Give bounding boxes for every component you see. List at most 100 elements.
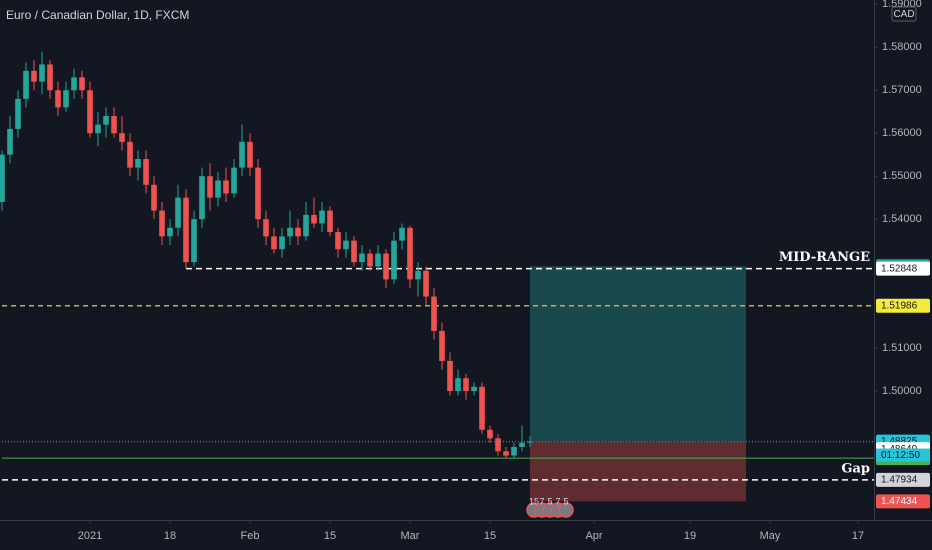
candle-body xyxy=(511,446,517,456)
candle-body xyxy=(423,270,429,297)
candle-body xyxy=(231,167,237,194)
candle-body xyxy=(519,442,525,447)
candle-body xyxy=(7,128,13,155)
candle-body xyxy=(479,386,485,430)
currency-bg xyxy=(891,6,917,22)
candle-body xyxy=(415,270,421,280)
x-tick-label: May xyxy=(760,530,781,542)
candle-body xyxy=(263,219,269,237)
x-tick-label: 18 xyxy=(164,530,176,542)
candle-body xyxy=(55,90,61,108)
candle-body xyxy=(335,232,341,250)
x-tick-label: Mar xyxy=(401,530,420,542)
annotation: MID-RANGE xyxy=(779,250,870,265)
candle-body xyxy=(15,98,21,129)
candle-body xyxy=(79,77,85,91)
candle-body xyxy=(143,159,149,185)
candle-body xyxy=(215,180,221,198)
candle-body xyxy=(407,227,413,280)
y-tick-label: 1.55000 xyxy=(882,170,922,182)
price-label: 1.48825 xyxy=(881,436,918,447)
candle-body xyxy=(111,116,117,134)
candle-body xyxy=(127,141,133,168)
event-marker xyxy=(558,502,574,518)
y-tick-label: 1.50000 xyxy=(882,385,922,397)
event-label: 7 xyxy=(555,496,560,506)
candle-body xyxy=(271,236,277,250)
candle-body xyxy=(31,70,37,82)
price-label: 1.47434 xyxy=(881,496,918,507)
countdown-bg xyxy=(876,448,930,462)
candle-body xyxy=(439,330,445,361)
candle-body xyxy=(279,236,285,250)
candle-body xyxy=(47,64,53,91)
candle-body xyxy=(351,240,357,263)
candle-body xyxy=(375,253,381,267)
candle-body xyxy=(247,141,253,168)
candle-body xyxy=(95,124,101,134)
candle-body xyxy=(503,451,509,456)
price-label-bg xyxy=(876,261,930,276)
countdown: 01:12:50 xyxy=(881,450,920,461)
y-tick-label: 1.51000 xyxy=(882,342,922,354)
candle-body xyxy=(167,227,173,237)
candle-body xyxy=(191,219,197,263)
candle-body xyxy=(495,438,501,452)
candle-body xyxy=(383,253,389,280)
candle-body xyxy=(175,197,181,228)
candle-body xyxy=(159,210,165,237)
x-tick-label: 17 xyxy=(852,530,864,542)
x-tick-label: 15 xyxy=(484,530,496,542)
candle-body xyxy=(223,180,229,194)
x-tick-label: Feb xyxy=(241,530,260,542)
annotation: Gap xyxy=(841,461,870,476)
candle-body xyxy=(447,360,453,392)
candle-body xyxy=(399,227,405,241)
event-label: 5 xyxy=(563,496,568,506)
candle-body xyxy=(327,210,333,233)
y-tick-label: 1.59000 xyxy=(882,0,922,10)
candle-body xyxy=(487,429,493,439)
candle-body xyxy=(199,176,205,220)
price-label-bg xyxy=(876,472,930,487)
y-tick-label: 1.54000 xyxy=(882,213,922,225)
candle-body xyxy=(455,378,461,392)
stop-zone xyxy=(530,441,746,502)
price-label: 1.52848 xyxy=(881,263,918,274)
candle-body xyxy=(119,133,125,142)
candle-body xyxy=(103,116,109,125)
target-zone xyxy=(530,266,746,442)
candle-body xyxy=(151,184,157,211)
x-tick-label: 2021 xyxy=(78,530,102,542)
candle-body xyxy=(71,77,77,91)
candle-body xyxy=(311,214,317,224)
candle-body xyxy=(303,214,309,237)
candle-body xyxy=(319,210,325,224)
event-label: 5 xyxy=(547,496,552,506)
price-label: 1.47934 xyxy=(881,475,918,486)
candle-body xyxy=(463,378,469,392)
candle-body xyxy=(183,197,189,263)
price-label: 1.51986 xyxy=(881,300,918,311)
candle-body xyxy=(359,253,365,263)
candle-body xyxy=(207,176,213,198)
x-tick-label: 19 xyxy=(684,530,696,542)
price-label-bg xyxy=(876,494,930,509)
currency: CAD xyxy=(893,9,914,20)
y-tick-label: 1.58000 xyxy=(882,41,922,53)
candle-body xyxy=(23,70,29,99)
candle-body xyxy=(527,441,533,443)
price-label-bg xyxy=(876,298,930,313)
candle-body xyxy=(63,90,69,108)
chart-title: Euro / Canadian Dollar, 1D, FXCM xyxy=(6,8,189,22)
candle-body xyxy=(135,159,141,168)
candle-body xyxy=(39,64,45,82)
candle-body xyxy=(287,227,293,237)
y-tick-label: 1.57000 xyxy=(882,84,922,96)
candle-body xyxy=(239,141,245,168)
candle-body xyxy=(431,296,437,331)
candle-body xyxy=(87,90,93,134)
x-tick-label: 15 xyxy=(324,530,336,542)
